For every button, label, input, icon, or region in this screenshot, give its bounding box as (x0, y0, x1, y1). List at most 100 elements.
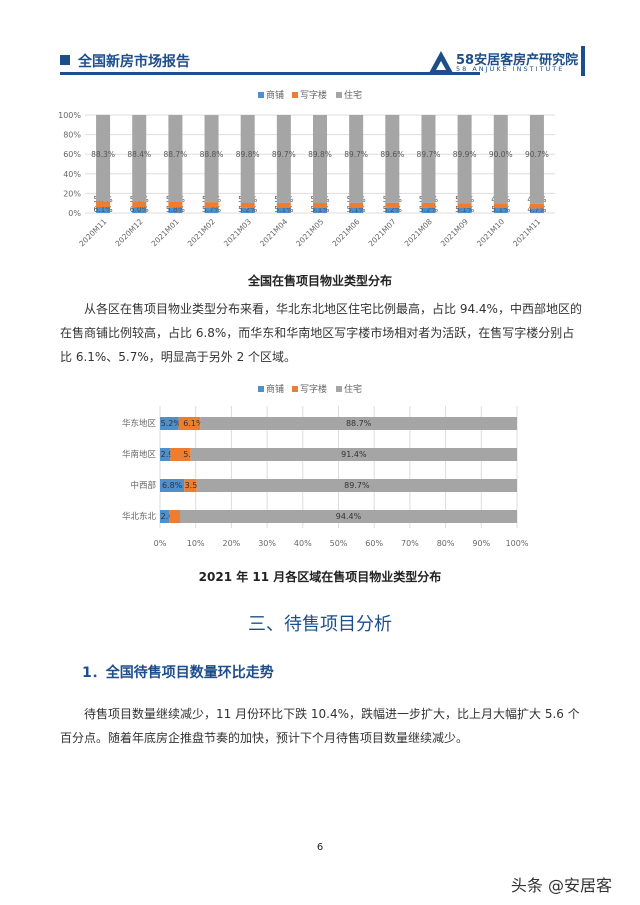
bar-segment (349, 202, 364, 209)
legend-label: 住宅 (344, 383, 362, 395)
bar-segment (276, 115, 291, 203)
data-label: 89.7% (344, 150, 368, 159)
data-label: 5.2% (383, 205, 402, 214)
bar-segment (313, 203, 327, 209)
data-label: 89.8% (236, 150, 260, 159)
x-tick-label: 100% (506, 539, 529, 548)
data-label: 94.4% (336, 512, 362, 521)
chart-property-type-trend: 商铺 写字楼 住宅 0% 20% 40% 60% 80% 100% 6.1% 5.7% 88.3% 20… (58, 89, 555, 248)
bar-segment (421, 207, 436, 213)
bar-segment (313, 115, 327, 204)
x-tick-label: 30% (258, 539, 276, 548)
data-label: 91.4% (341, 450, 367, 459)
bar-segment (493, 208, 508, 213)
data-label: 90.7% (525, 150, 549, 159)
bar-segment (160, 417, 179, 430)
bar-segment (240, 115, 255, 204)
bar-segment (240, 207, 255, 213)
logo-icon (429, 51, 453, 73)
bar-segment (96, 207, 111, 213)
logo-text: 58安居客房产研究院 (456, 53, 579, 68)
data-label: 6.1% (94, 205, 113, 214)
y-tick-label: 华北东北 (122, 511, 157, 522)
data-label: 5.7% (202, 205, 221, 214)
data-label: 3.5% (185, 481, 206, 490)
x-tick-label: 2021M11 (511, 217, 542, 248)
y-tick-label: 20% (63, 189, 81, 198)
bar-segment (160, 448, 171, 461)
bar-segment (132, 115, 147, 202)
bar-segment (160, 479, 185, 492)
x-tick-label: 2020M11 (77, 217, 108, 248)
y-tick-label: 中西部 (130, 480, 156, 491)
bar-segment (457, 208, 472, 213)
chart1-caption: 全国在售项目物业类型分布 (247, 274, 392, 288)
bar-segment (204, 115, 219, 203)
legend-swatch (292, 386, 298, 392)
paragraph-pending: 待售项目数量继续减少，11 月份环比下跌 10.4%，跌幅进一步扩大，比上月大幅… (60, 707, 580, 745)
bar-segment (313, 208, 327, 213)
data-label: 5.1% (274, 205, 293, 214)
data-label: 5.1% (455, 205, 474, 214)
legend-label: 写字楼 (300, 383, 327, 395)
logo-subtext: 58 ANJUKE INSTITUTE (456, 65, 565, 73)
data-label: 5.8% (166, 205, 185, 214)
x-tick-label: 80% (437, 539, 455, 548)
bar-segment (493, 203, 508, 209)
data-label: 5.2% (419, 205, 438, 214)
x-tick-label: 50% (330, 539, 348, 548)
bar-segment (132, 207, 147, 213)
legend-label: 商铺 (266, 89, 284, 101)
data-label: 5.1% (347, 205, 366, 214)
legend-swatch (258, 92, 264, 98)
x-tick-label: 90% (472, 539, 490, 548)
bar-segment (421, 202, 436, 208)
data-label: 5.2% (161, 419, 182, 428)
data-label: 5.2% (238, 205, 257, 214)
data-label: 6.8% (162, 481, 183, 490)
bar-segment (385, 202, 400, 208)
bar-segment (457, 203, 472, 209)
data-label: 89.8% (308, 150, 332, 159)
x-tick-label: 40% (294, 539, 312, 548)
data-label: 4.7% (527, 205, 546, 214)
y-tick-label: 60% (63, 150, 81, 159)
bar-segment (132, 201, 147, 208)
y-tick-label: 40% (63, 170, 81, 179)
bar-segment (349, 208, 364, 213)
header-square (60, 55, 70, 65)
data-label: 89.6% (380, 150, 404, 159)
data-label: 88.8% (200, 150, 224, 159)
x-tick-label: 70% (401, 539, 419, 548)
bar-segment (529, 208, 544, 213)
paragraph-regional: 从各区在售项目物业类型分布来看，华北东北地区住宅比例最高，占比 94.4%，中西… (60, 302, 582, 364)
bar-segment (184, 479, 197, 492)
y-tick-label: 华南地区 (122, 449, 157, 460)
bar-segment (178, 417, 201, 430)
y-tick-label: 80% (63, 131, 81, 140)
data-label: 88.7% (346, 419, 372, 428)
data-label: 5.1% (491, 205, 510, 214)
legend-label: 写字楼 (300, 89, 327, 101)
subsection-heading: 1．全国待售项目数量环比走势 (82, 665, 274, 681)
bar-segment (160, 510, 170, 523)
data-label: 6.0% (130, 205, 149, 214)
bar-segment (529, 115, 544, 204)
x-tick-label: 2021M04 (258, 217, 289, 248)
bar-segment (168, 115, 183, 202)
data-label: 89.7% (272, 150, 296, 159)
data-label: 89.7% (417, 150, 441, 159)
bar-segment (493, 115, 508, 204)
bar-segment (385, 207, 400, 213)
header-divider (60, 72, 480, 75)
header-bar (581, 46, 585, 76)
bar-segment (196, 479, 517, 492)
bar-segment (240, 203, 255, 208)
bar-segment (276, 202, 291, 209)
x-tick-label: 20% (223, 539, 241, 548)
data-label: 88.7% (163, 150, 187, 159)
bar-segment (204, 202, 219, 208)
data-label: 6.1% (183, 419, 204, 428)
bar-segment (349, 115, 364, 203)
data-label: 90.0% (489, 150, 513, 159)
